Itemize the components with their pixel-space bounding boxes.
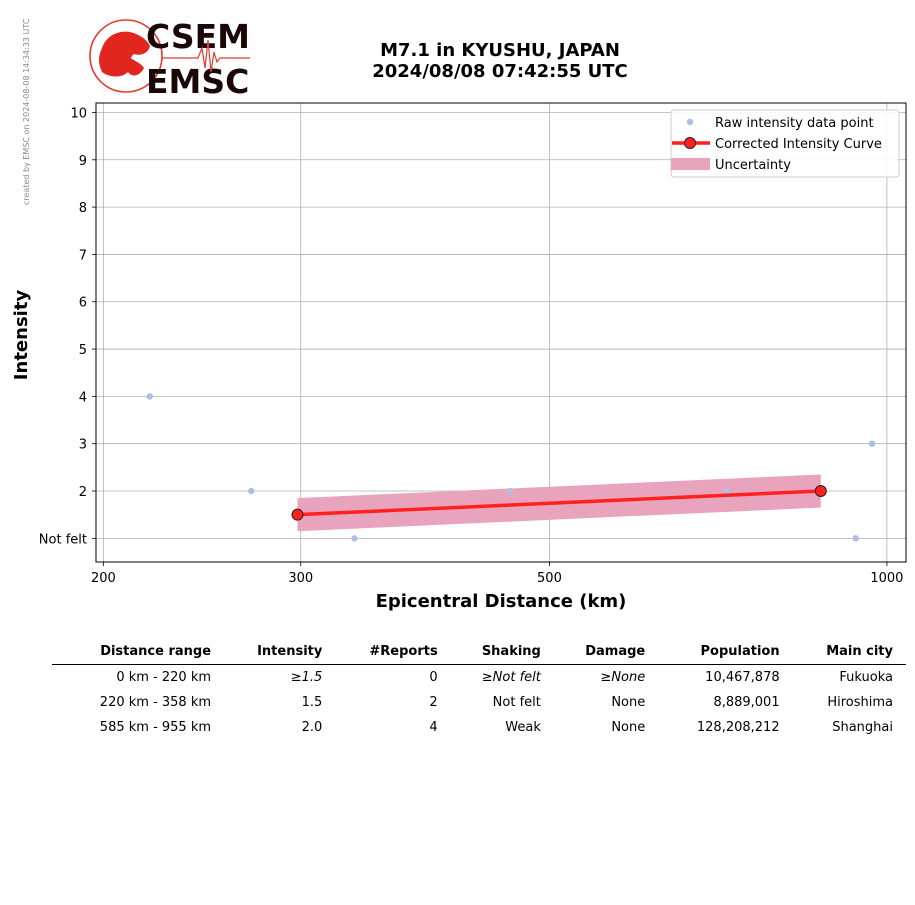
cell-city: Hiroshima (827, 695, 893, 710)
cell-city: Fukuoka (839, 670, 893, 685)
col-header-shaking: Shaking (450, 643, 554, 665)
y-ticks: Not felt 2 3 4 5 6 7 8 9 10 (39, 106, 96, 547)
corrected-curve-line (297, 489, 821, 517)
table-header-row: Distance range Intensity #Reports Shakin… (52, 643, 906, 665)
corrected-curve-layer (291, 485, 827, 521)
plot-frame (95, 102, 907, 563)
raw-data-point (723, 487, 731, 495)
x-ticks: 200 300 500 1000 (91, 562, 903, 586)
ge-sign: ≥ (481, 670, 493, 685)
x-tick-label: 500 (537, 571, 562, 586)
ge-sign: ≥ (600, 670, 612, 685)
raw-data-point (852, 535, 859, 542)
legend: Raw intensity data point Corrected Inten… (670, 109, 900, 178)
title-line-1: M7.1 in KYUSHU, JAPAN (380, 40, 620, 61)
cell-shaking: Weak (505, 720, 541, 735)
raw-points-layer (146, 393, 876, 542)
col-header-damage: Damage (553, 643, 659, 665)
map-landmass (99, 31, 150, 77)
cell-population: 128,208,212 (696, 720, 780, 735)
x-axis-label: Epicentral Distance (km) (376, 591, 627, 612)
col-header-city: Main city (792, 643, 906, 665)
legend-frame (670, 109, 900, 178)
corrected-curve-point (291, 508, 304, 521)
raw-data-point (351, 535, 358, 542)
y-tick-label: 8 (79, 201, 87, 216)
cell-population: 10,467,878 (705, 670, 780, 685)
raw-data-point (146, 393, 153, 400)
cell-population: 8,889,001 (713, 695, 780, 710)
logo-text-csem: CSEM (146, 18, 250, 56)
col-header-distance: Distance range (52, 643, 225, 665)
y-tick-label: 7 (79, 248, 87, 263)
cell-shaking-value: Not felt (492, 670, 541, 685)
y-tick-label: Not felt (39, 532, 87, 547)
y-tick-label: 4 (79, 390, 87, 405)
y-tick-label: 6 (79, 296, 87, 311)
cell-distance: 220 km - 358 km (99, 695, 212, 710)
y-tick-label: 5 (79, 343, 87, 358)
col-header-population: Population (658, 643, 793, 665)
chart-title: M7.1 in KYUSHU, JAPAN 2024/08/08 07:42:5… (300, 40, 700, 82)
cell-damage: ≥None (554, 665, 658, 691)
raw-data-point (506, 487, 514, 495)
cell-intensity: 1.5 (301, 695, 323, 710)
cell-city: Shanghai (832, 720, 893, 735)
x-tick-label: 300 (288, 571, 313, 586)
cell-distance: 0 km - 220 km (116, 670, 212, 685)
table-row: 220 km - 358 km 1.5 2 Not felt None 8,88… (52, 690, 906, 715)
logo-text-emsc: EMSC (146, 62, 249, 98)
cell-shaking: ≥Not felt (451, 665, 554, 691)
cell-reports: 0 (429, 670, 438, 685)
raw-data-point (248, 487, 255, 495)
col-header-intensity: Intensity (224, 643, 336, 665)
y-tick-label: 3 (79, 438, 87, 453)
cell-damage: None (611, 720, 646, 735)
legend-label-band: Uncertainty (715, 158, 791, 173)
intensity-summary-table: Distance range Intensity #Reports Shakin… (52, 643, 906, 740)
x-tick-label: 1000 (870, 571, 903, 586)
y-axis-label: Intensity (11, 290, 32, 381)
cell-damage: None (611, 695, 646, 710)
csem-emsc-logo: CSEM EMSC (89, 18, 250, 98)
table-row: 0 km - 220 km ≥1.5 0 ≥Not felt ≥None 10,… (52, 665, 906, 691)
seismogram-line (162, 39, 250, 73)
table-row: 585 km - 955 km 2.0 4 Weak None 128,208,… (52, 715, 906, 740)
legend-marker-curve-dot (684, 137, 696, 149)
cell-damage-value: None (611, 670, 646, 685)
legend-label-raw: Raw intensity data point (715, 116, 874, 131)
cell-distance: 585 km - 955 km (99, 720, 212, 735)
legend-marker-band (671, 158, 710, 170)
cell-reports: 4 (429, 720, 438, 735)
y-tick-label: 10 (70, 106, 87, 121)
y-tick-label: 2 (79, 485, 87, 500)
cell-intensity-value: 1.5 (301, 670, 323, 685)
raw-data-point (868, 440, 876, 447)
legend-label-curve: Corrected Intensity Curve (715, 137, 882, 152)
col-header-reports: #Reports (335, 643, 451, 665)
x-tick-label: 200 (91, 571, 116, 586)
corrected-curve-point (814, 485, 827, 498)
y-tick-label: 9 (79, 154, 87, 169)
ge-sign: ≥ (290, 670, 302, 685)
cell-intensity: ≥1.5 (224, 665, 335, 691)
cell-reports: 2 (429, 695, 438, 710)
cell-intensity: 2.0 (301, 720, 323, 735)
cell-shaking: Not felt (492, 695, 541, 710)
intensity-chart: 200 300 500 1000 Not felt 2 3 4 5 6 7 8 9 10 Epicent… (11, 102, 907, 612)
legend-marker-raw (686, 118, 694, 126)
title-line-2: 2024/08/08 07:42:55 UTC (372, 61, 628, 82)
